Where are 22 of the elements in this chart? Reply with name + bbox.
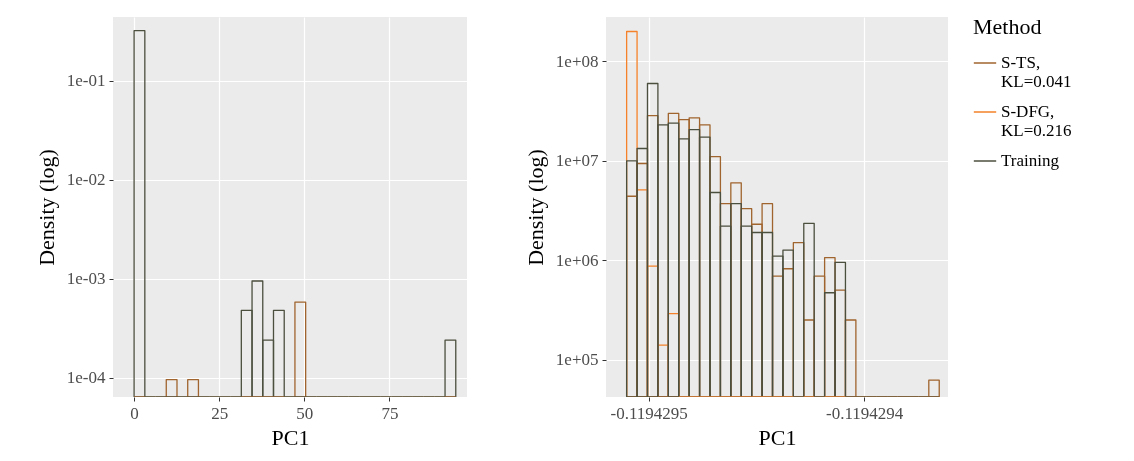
y-axis-title: Density (log) xyxy=(33,149,59,266)
x-tick-label: 50 xyxy=(296,403,314,423)
y-tick-label: 1e-02 xyxy=(66,170,106,190)
x-axis-title: PC1 xyxy=(271,424,310,450)
y-tick-label: 1e-01 xyxy=(66,71,106,91)
y-tick-label: 1e+05 xyxy=(555,350,599,370)
x-axis-title: PC1 xyxy=(758,424,797,450)
legend-label: S-TS, KL=0.041 xyxy=(1001,53,1072,91)
x-tick-label: 0 xyxy=(130,403,139,423)
legend-title: Method xyxy=(973,14,1042,39)
y-tick-label: 1e+06 xyxy=(555,250,599,270)
x-tick-label: 75 xyxy=(381,403,399,423)
x-tick-label: -0.1194295 xyxy=(610,403,688,423)
legend-label: Training xyxy=(1001,151,1060,170)
legend-label: S-DFG, KL=0.216 xyxy=(1001,102,1072,140)
y-tick-label: 1e+07 xyxy=(555,151,599,171)
x-tick-label: -0.1194294 xyxy=(825,403,904,423)
x-tick-label: 25 xyxy=(211,403,229,423)
y-tick-label: 1e-04 xyxy=(66,368,106,388)
y-axis-title: Density (log) xyxy=(522,149,548,266)
y-tick-label: 1e-03 xyxy=(66,269,106,289)
y-tick-label: 1e+08 xyxy=(555,51,599,71)
